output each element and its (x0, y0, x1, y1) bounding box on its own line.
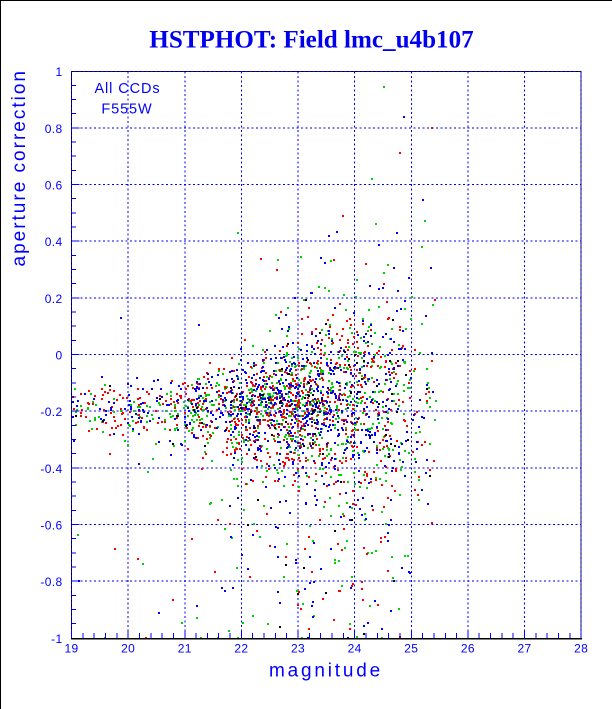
svg-text:21: 21 (178, 642, 192, 656)
svg-text:-0.8: -0.8 (40, 575, 62, 589)
svg-text:23: 23 (291, 642, 305, 656)
svg-text:25: 25 (404, 642, 418, 656)
svg-text:19: 19 (64, 642, 78, 656)
svg-text:0: 0 (55, 349, 62, 363)
svg-text:aperture correction: aperture correction (9, 69, 30, 266)
svg-text:0.6: 0.6 (45, 179, 63, 193)
svg-text:22: 22 (234, 642, 248, 656)
svg-text:-0.6: -0.6 (40, 519, 62, 533)
svg-text:1: 1 (55, 65, 62, 79)
svg-text:magnitude: magnitude (269, 661, 383, 682)
svg-text:-0.4: -0.4 (40, 462, 62, 476)
svg-text:0.4: 0.4 (45, 235, 63, 249)
svg-text:-1: -1 (51, 632, 62, 646)
svg-text:28: 28 (574, 642, 588, 656)
svg-text:HSTPHOT: Field lmc_u4b107: HSTPHOT: Field lmc_u4b107 (149, 27, 473, 54)
svg-text:20: 20 (121, 642, 135, 656)
svg-text:0.2: 0.2 (45, 292, 63, 306)
svg-text:-0.2: -0.2 (40, 405, 62, 419)
svg-text:24: 24 (348, 642, 362, 656)
svg-text:0.8: 0.8 (45, 122, 63, 136)
svg-text:27: 27 (517, 642, 531, 656)
svg-text:26: 26 (461, 642, 475, 656)
svg-text:F555W: F555W (101, 102, 152, 118)
svg-text:All CCDs: All CCDs (94, 81, 160, 97)
